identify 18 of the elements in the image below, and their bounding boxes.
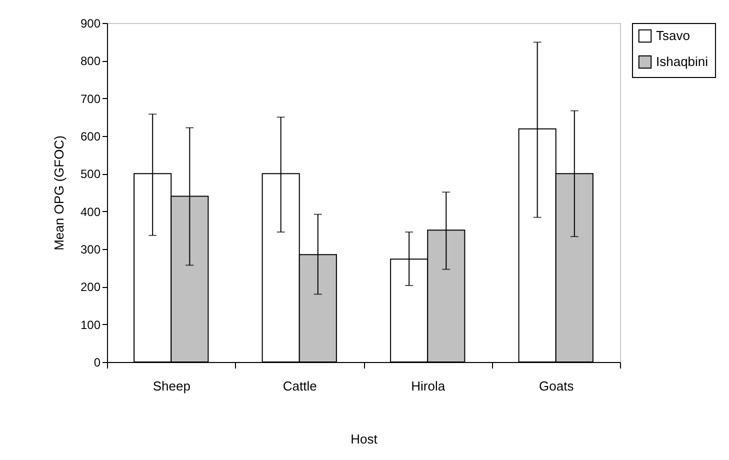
x-axis-title: Host <box>350 432 378 446</box>
y-tick-label: 700 <box>80 92 101 106</box>
legend-label: Ishaqbini <box>656 54 708 69</box>
y-tick-label: 0 <box>94 356 101 370</box>
x-tick-label: Goats <box>539 378 574 394</box>
y-tick-label: 800 <box>80 54 101 68</box>
y-tick-label: 500 <box>80 167 101 182</box>
x-tick-label: Hirola <box>411 378 446 394</box>
y-tick-label: 100 <box>80 318 101 332</box>
y-tick-label: 400 <box>80 204 101 219</box>
x-tick-label: Cattle <box>282 378 317 394</box>
y-tick-label: 300 <box>80 242 101 256</box>
legend-label: Tsavo <box>656 28 690 43</box>
y-tick-label: 900 <box>80 16 101 30</box>
y-axis-title: Mean OPG (GFOC) <box>51 136 66 250</box>
y-tick-label: 200 <box>80 280 101 294</box>
x-tick-label: Sheep <box>152 378 190 394</box>
y-tick-label: 600 <box>80 130 101 144</box>
